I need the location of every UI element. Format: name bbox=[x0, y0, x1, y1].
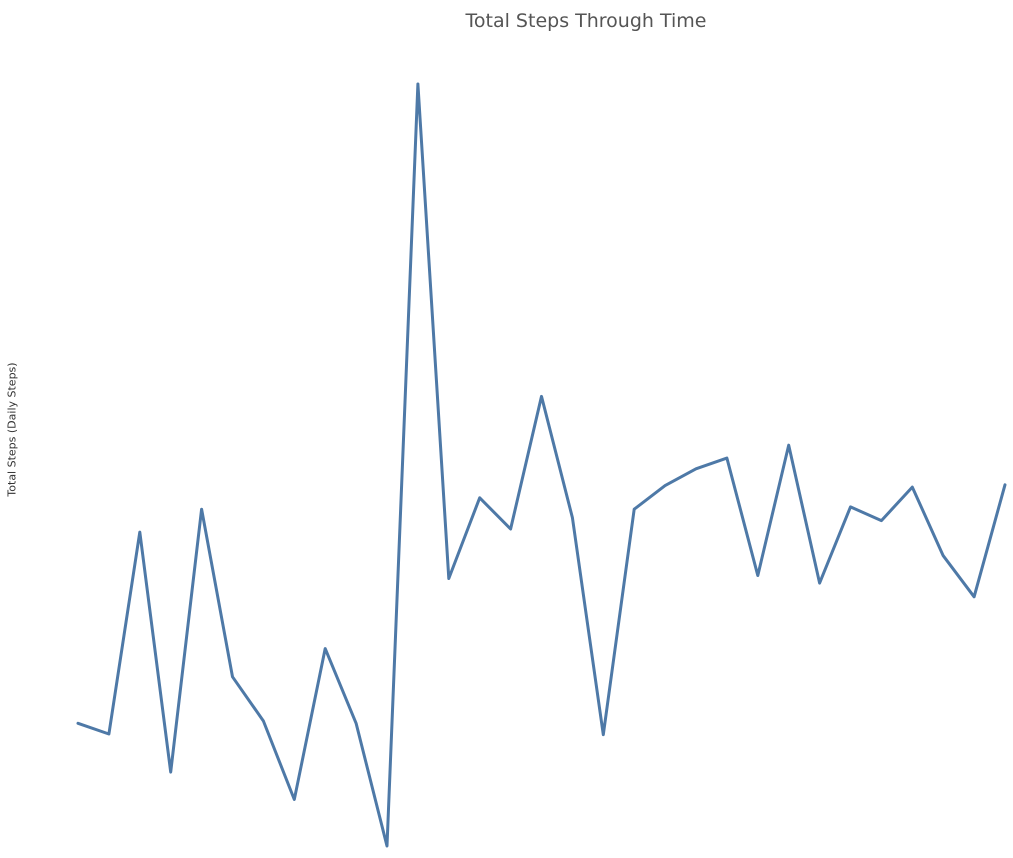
series-line-0 bbox=[76, 82, 1007, 848]
series-layer bbox=[76, 82, 1007, 848]
chart-title: Total Steps Through Time bbox=[465, 10, 707, 32]
